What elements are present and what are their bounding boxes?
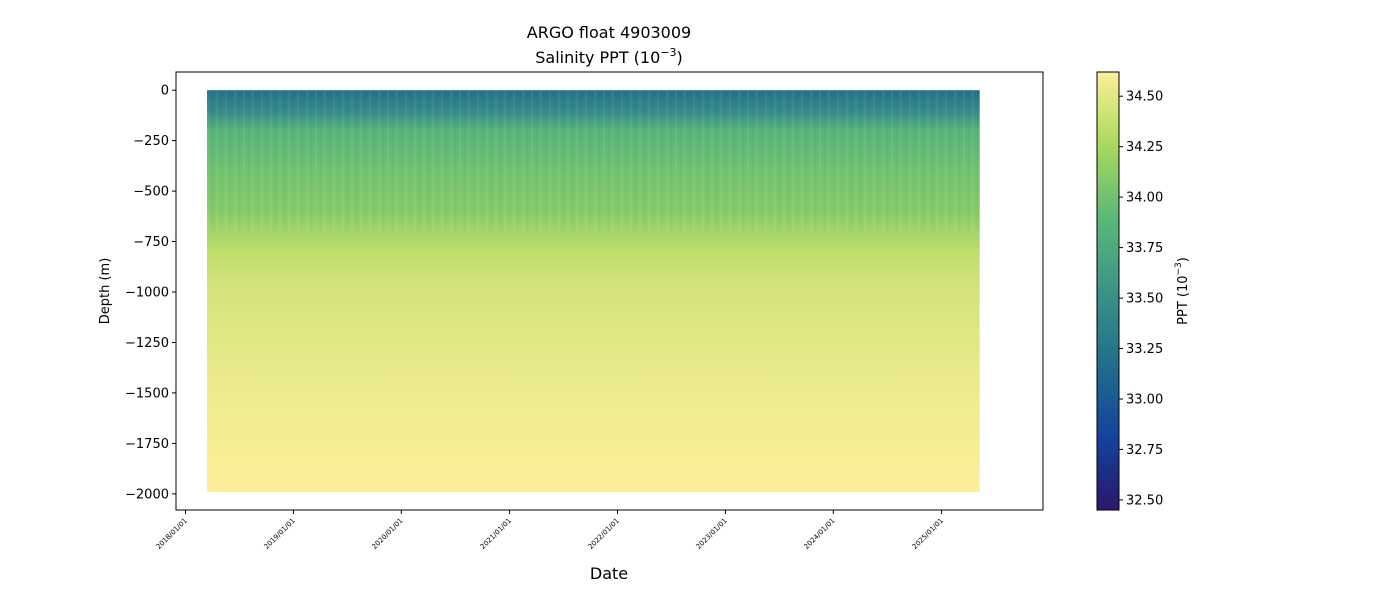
y-tick-label: −1500 [125, 386, 169, 401]
colorbar-label-suffix: ) [1176, 257, 1191, 262]
x-tick-label: 2024/01/01 [803, 517, 837, 551]
y-tick-label: −1750 [125, 437, 169, 452]
y-tick-label: −500 [133, 185, 169, 200]
colorbar-tick-label: 34.50 [1126, 90, 1163, 105]
colorbar-axis: 32.50 32.75 33.00 33.25 33.50 33.75 34.00 34.25… [1119, 90, 1163, 508]
chart-subtitle: Salinity PPT (10−3) [535, 46, 683, 67]
colorbar-label: PPT (10−3) [1174, 257, 1191, 325]
plot-area [207, 90, 980, 492]
subtitle-exponent: −3 [660, 46, 676, 59]
plot-frame [175, 71, 1044, 511]
y-tick-label: 0 [161, 84, 169, 99]
colorbar-tick-label: 34.00 [1126, 191, 1163, 206]
y-axis-label: Depth (m) [98, 258, 113, 325]
x-tick-label: 2020/01/01 [371, 517, 405, 551]
y-tick-label: −1250 [125, 336, 169, 351]
y-tick-label: −250 [133, 134, 169, 149]
x-tick-label: 2021/01/01 [479, 517, 513, 551]
x-tick-label: 2019/01/01 [263, 517, 297, 551]
colorbar-tick-label: 33.25 [1126, 342, 1163, 357]
x-tick-label: 2025/01/01 [911, 517, 945, 551]
colorbar-tick-label: 33.50 [1126, 292, 1163, 307]
subtitle-prefix: Salinity PPT (10 [535, 48, 660, 67]
colorbar-tick-label: 33.75 [1126, 241, 1163, 256]
colorbar-tick-label: 34.25 [1126, 140, 1163, 155]
x-axis-label: Date [590, 564, 628, 583]
x-tick-label: 2022/01/01 [587, 517, 621, 551]
colorbar-label-prefix: PPT (10 [1176, 275, 1191, 324]
colorbar-tick-label: 32.50 [1126, 493, 1163, 508]
colorbar-label-exponent: −3 [1174, 262, 1184, 275]
y-axis: 0 −250 −500 −750 −1000 −1250 −1500 −1750 −2000 [125, 84, 176, 502]
y-tick-label: −2000 [125, 487, 169, 502]
x-tick-label: 2023/01/01 [695, 517, 729, 551]
subtitle-suffix: ) [677, 48, 683, 67]
x-axis: 2018/01/01 2019/01/01 2020/01/01 2021/01/01… [155, 510, 945, 551]
y-tick-label: −750 [133, 235, 169, 250]
chart-title: ARGO float 4903009 [527, 23, 691, 42]
y-tick-label: −1000 [125, 286, 169, 301]
colorbar-tick-label: 32.75 [1126, 443, 1163, 458]
colorbar [1096, 71, 1120, 511]
salinity-texture [207, 90, 980, 232]
colorbar-tick-label: 33.00 [1126, 393, 1163, 408]
x-tick-label: 2018/01/01 [155, 517, 189, 551]
